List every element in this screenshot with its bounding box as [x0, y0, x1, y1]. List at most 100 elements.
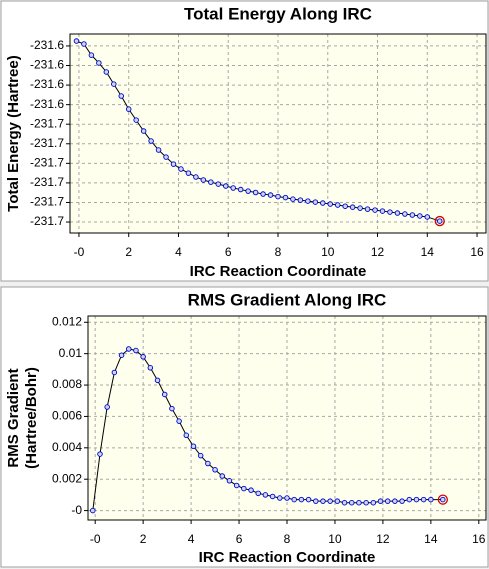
data-point: [248, 487, 254, 493]
data-point: [176, 418, 182, 424]
data-point: [262, 492, 269, 498]
y-tick-label: 0.006: [52, 409, 82, 423]
data-point: [233, 482, 240, 489]
x-tick-label: 4: [175, 245, 182, 259]
data-point: [440, 496, 446, 503]
data-point: [255, 490, 261, 497]
data-point: [111, 81, 117, 87]
chart-title: RMS Gradient Along IRC: [188, 290, 387, 309]
data-point: [155, 147, 162, 153]
data-point: [420, 496, 427, 503]
data-point: [133, 117, 139, 123]
x-tick-label: 6: [236, 532, 243, 546]
data-point: [245, 188, 251, 194]
y-tick-label: 0.002: [52, 471, 82, 485]
data-point: [230, 185, 236, 191]
data-point: [241, 485, 247, 492]
data-point: [428, 496, 434, 503]
data-point: [377, 498, 384, 504]
data-point: [73, 38, 80, 44]
data-point: [370, 499, 377, 506]
x-tick-label: 10: [328, 532, 342, 546]
chart-title: Total Energy Along IRC: [184, 4, 372, 23]
y-tick-label: -231.7: [30, 136, 64, 150]
data-point: [327, 498, 333, 504]
x-tick-label: -0: [74, 245, 85, 259]
data-point: [104, 404, 110, 410]
data-point: [334, 202, 341, 208]
y-tick-label: 0.008: [52, 377, 82, 391]
y-tick-label: 0.012: [52, 314, 82, 328]
data-point: [387, 209, 393, 215]
data-point: [260, 191, 266, 197]
data-point: [237, 186, 244, 193]
x-tick-label: -0: [90, 532, 101, 546]
data-point: [305, 198, 311, 204]
plot-area: [70, 34, 486, 233]
data-point: [103, 69, 110, 75]
data-point: [409, 212, 416, 218]
data-point: [341, 499, 348, 506]
data-point: [252, 189, 259, 196]
x-axis-title: IRC Reaction Coordinate: [190, 263, 367, 280]
x-tick-label: 14: [424, 532, 438, 546]
data-point: [320, 200, 326, 206]
data-point: [267, 192, 274, 198]
y-tick-label: -231.7: [30, 116, 64, 130]
data-point: [200, 177, 207, 183]
x-tick-label: 10: [321, 245, 335, 259]
data-point: [96, 60, 102, 66]
x-tick-label: 4: [188, 532, 195, 546]
data-point: [183, 432, 190, 439]
data-point: [384, 498, 391, 504]
data-point: [111, 369, 118, 376]
current-point: [437, 494, 448, 505]
y-tick-label: 0.004: [52, 440, 82, 454]
data-point: [208, 179, 214, 185]
data-point: [215, 181, 222, 187]
data-point: [223, 183, 229, 189]
data-point: [190, 443, 197, 449]
data-point: [81, 41, 87, 47]
data-point: [277, 495, 283, 501]
x-tick-label: 8: [275, 245, 282, 259]
current-point: [434, 215, 445, 227]
data-point: [282, 194, 289, 201]
data-point: [402, 211, 408, 217]
data-point: [297, 197, 304, 203]
data-point: [342, 203, 348, 209]
data-point: [118, 352, 125, 358]
data-point: [97, 451, 103, 457]
x-tick-label: 8: [284, 532, 291, 546]
data-point: [312, 199, 319, 205]
data-point: [126, 346, 132, 352]
data-point: [313, 498, 319, 504]
x-tick-label: 12: [376, 532, 390, 546]
x-tick-label: 2: [140, 532, 147, 546]
data-point: [424, 214, 431, 220]
y-tick-label: -231.7: [30, 175, 64, 189]
data-point: [357, 205, 363, 211]
y-tick-label: -231.6: [30, 58, 64, 72]
data-point: [163, 154, 169, 160]
x-tick-label: 14: [421, 245, 435, 259]
y-tick-label: -231.7: [30, 214, 64, 228]
y-tick-label: -231.6: [30, 97, 64, 111]
plot-frame: [69, 33, 487, 234]
x-tick-label: 2: [125, 245, 132, 259]
data-point: [88, 52, 95, 58]
data-point: [147, 365, 154, 371]
data-point: [169, 405, 175, 412]
y-axis-title: RMS Gradient: [5, 368, 22, 467]
y-tick-label: -231.6: [30, 38, 64, 52]
y-tick-label: -0: [71, 503, 82, 517]
data-point: [226, 478, 233, 484]
x-tick-label: 12: [371, 245, 385, 259]
data-point: [148, 138, 154, 144]
data-point: [178, 166, 184, 172]
data-point: [394, 210, 401, 216]
data-point: [125, 106, 132, 112]
data-point: [348, 499, 355, 506]
